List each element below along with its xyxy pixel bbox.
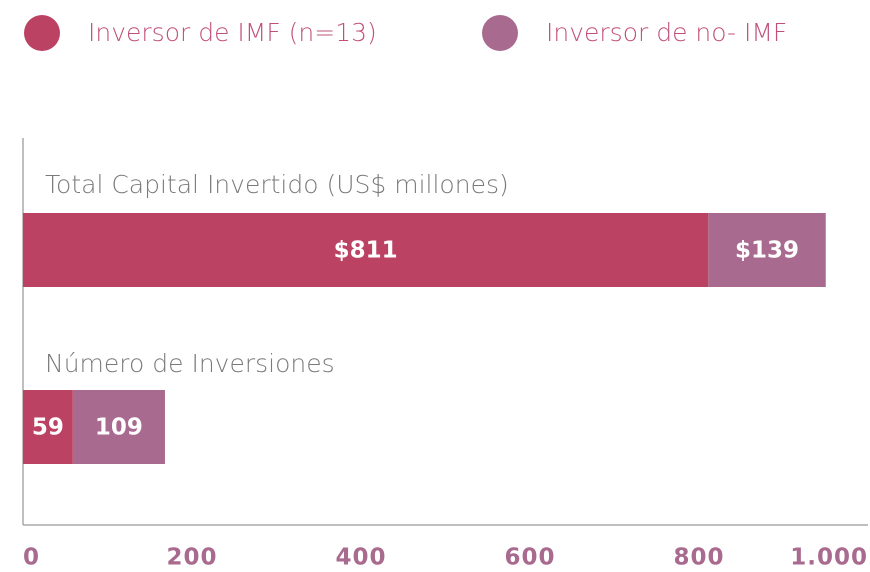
bar-segment [23, 213, 709, 287]
bar-segment [72, 390, 165, 464]
bar-value-label: 59 [32, 415, 64, 441]
category-label: Total Capital Invertido (US$ millones) [45, 170, 509, 199]
x-tick-label: 200 [166, 545, 217, 571]
x-tick-label: 400 [335, 545, 386, 571]
legend-swatch [482, 15, 518, 51]
bar-value-label: $811 [334, 238, 398, 264]
x-tick-label: 800 [673, 545, 724, 571]
x-tick-label: 600 [504, 545, 555, 571]
bar-value-label: $139 [735, 238, 799, 264]
bar-segment [23, 390, 73, 464]
legend-swatch [24, 15, 60, 51]
legend-label: Inversor de no- IMF [546, 18, 787, 47]
legend-label: Inversor de IMF (n=13) [88, 18, 377, 47]
x-tick-label: 0 [23, 545, 40, 571]
category-label: Número de Inversiones [45, 349, 335, 378]
bar-value-label: 109 [95, 415, 143, 441]
x-tick-label: 1.000 [790, 545, 868, 571]
bar-segment [708, 213, 826, 287]
